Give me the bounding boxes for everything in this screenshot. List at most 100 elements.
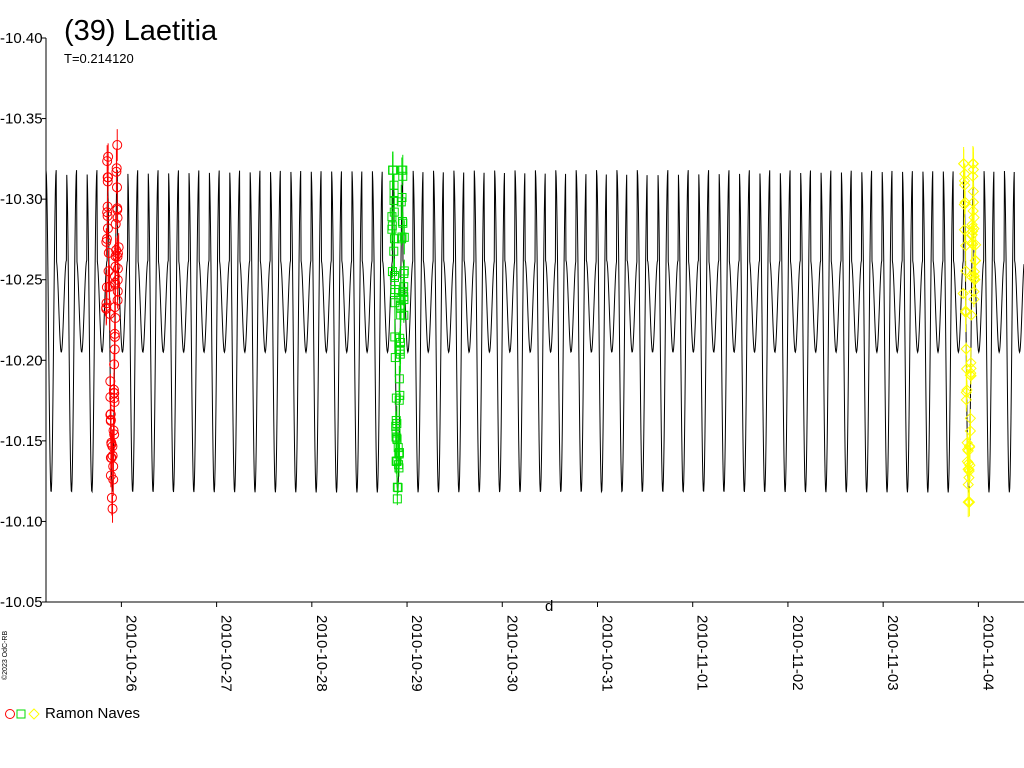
y-tick-label: -10.20: [0, 352, 43, 369]
data-point-circle: [102, 172, 113, 183]
data-point-circle: [107, 441, 118, 452]
y-tick-label: -10.35: [0, 111, 43, 128]
data-point-circle: [109, 359, 120, 370]
y-tick-label: -10.10: [0, 513, 43, 530]
data-point-diamond: [962, 496, 974, 508]
data-point-diamond: [969, 254, 981, 267]
data-point-square: [391, 393, 401, 403]
y-tick-label: -10.15: [0, 433, 43, 450]
data-point-circle: [101, 236, 112, 247]
data-point-diamond: [964, 425, 977, 437]
data-point-square: [390, 332, 400, 342]
data-point-square: [394, 374, 404, 384]
data-point-circle: [110, 261, 121, 272]
x-tick-label: 2010-10-29: [408, 615, 425, 692]
data-point-circle: [108, 474, 119, 485]
data-point-diamond: [960, 343, 972, 355]
data-point-circle: [112, 204, 123, 215]
data-point-diamond: [965, 362, 977, 375]
data-point-square: [390, 285, 400, 295]
data-point-circle: [102, 211, 113, 222]
data-point-square: [397, 234, 407, 244]
x-ticks: 2010-10-26 2010-10-27 2010-10-28 2010-10-29…: [120, 602, 996, 692]
x-tick-label: 2010-11-03: [884, 615, 901, 691]
data-point-square: [394, 449, 404, 459]
data-point-diamond: [962, 478, 974, 491]
axes-layer: [45, 38, 1024, 603]
data-point-circle: [102, 156, 113, 167]
data-point-diamond: [963, 440, 976, 452]
data-point-square: [392, 482, 402, 492]
data-point-diamond: [963, 496, 976, 508]
data-point-circle: [103, 247, 114, 258]
data-point-square: [398, 165, 408, 175]
data-point-circle: [108, 384, 119, 395]
data-point-square: [395, 333, 405, 343]
data-point-circle: [110, 277, 121, 288]
data-point-circle: [103, 151, 114, 162]
data-point-square: [389, 272, 399, 282]
x-tick-label: 2010-11-02: [789, 615, 806, 691]
data-point-square: [391, 456, 401, 466]
data-point-square: [391, 428, 401, 438]
data-point-square: [392, 419, 402, 429]
copyright-text: ©2023 OdC-RB: [1, 631, 9, 680]
legend: Ramon Naves: [5, 705, 140, 722]
model-curve: [45, 170, 1024, 494]
data-point-diamond: [958, 157, 970, 170]
data-point-diamond: [962, 457, 975, 469]
data-point-diamond: [961, 436, 973, 449]
data-point-diamond: [967, 205, 979, 217]
data-point-diamond: [968, 222, 980, 235]
observation-points-layer: [101, 129, 982, 523]
data-point-circle: [105, 376, 116, 387]
data-point-square: [389, 246, 399, 256]
legend-label: Ramon Naves: [45, 705, 140, 722]
y-ticks: -10.40 -10.35 -10.30 -10.25 -10.20 -10.15 -10.…: [0, 30, 46, 611]
data-point-circle: [111, 163, 122, 174]
data-point-diamond: [960, 394, 973, 406]
model-curve-layer: [45, 170, 1024, 494]
data-point-circle: [101, 282, 112, 293]
data-point-diamond: [967, 185, 980, 198]
data-point-square: [389, 234, 399, 244]
data-point-square: [388, 165, 398, 175]
x-tick-label: 2010-10-27: [218, 615, 235, 692]
legend-square-marker: [16, 709, 26, 719]
data-point-diamond: [957, 287, 969, 300]
x-axis-label: d: [545, 598, 553, 615]
data-point-diamond: [968, 293, 980, 306]
data-point-circle: [103, 266, 114, 277]
chart-title: (39) Laetitia: [64, 15, 218, 47]
x-tick-label: 2010-10-31: [598, 615, 615, 692]
x-tick-label: 2010-10-28: [313, 615, 330, 692]
data-point-diamond: [960, 265, 972, 277]
data-point-circle: [108, 425, 119, 436]
data-point-square: [394, 395, 404, 405]
x-tick-label: 2010-10-26: [122, 615, 139, 692]
y-tick-label: -10.25: [0, 272, 43, 289]
data-point-square: [396, 310, 406, 320]
data-point-diamond: [958, 224, 971, 236]
data-point-diamond: [959, 240, 972, 252]
data-point-diamond: [958, 198, 971, 211]
y-tick-label: -10.40: [0, 30, 43, 47]
data-point-circle: [106, 492, 117, 503]
data-point-diamond: [966, 229, 978, 241]
y-tick-label: -10.05: [0, 594, 43, 611]
data-point-square: [387, 224, 397, 234]
x-tick-label: 2010-11-01: [694, 615, 711, 691]
legend-circle-marker: [5, 709, 15, 719]
x-tick-label: 2010-10-30: [503, 615, 520, 692]
data-point-circle: [112, 140, 123, 151]
data-point-diamond: [964, 412, 977, 425]
data-point-circle: [109, 331, 120, 342]
x-tick-label: 2010-11-04: [979, 615, 996, 691]
data-point-diamond: [958, 175, 971, 187]
data-point-diamond: [968, 265, 981, 278]
data-point-circle: [107, 503, 118, 514]
data-point-square: [394, 460, 404, 470]
data-point-circle: [113, 242, 124, 253]
chart-subtitle: T=0.214120: [64, 51, 134, 66]
data-point-circle: [110, 219, 121, 230]
